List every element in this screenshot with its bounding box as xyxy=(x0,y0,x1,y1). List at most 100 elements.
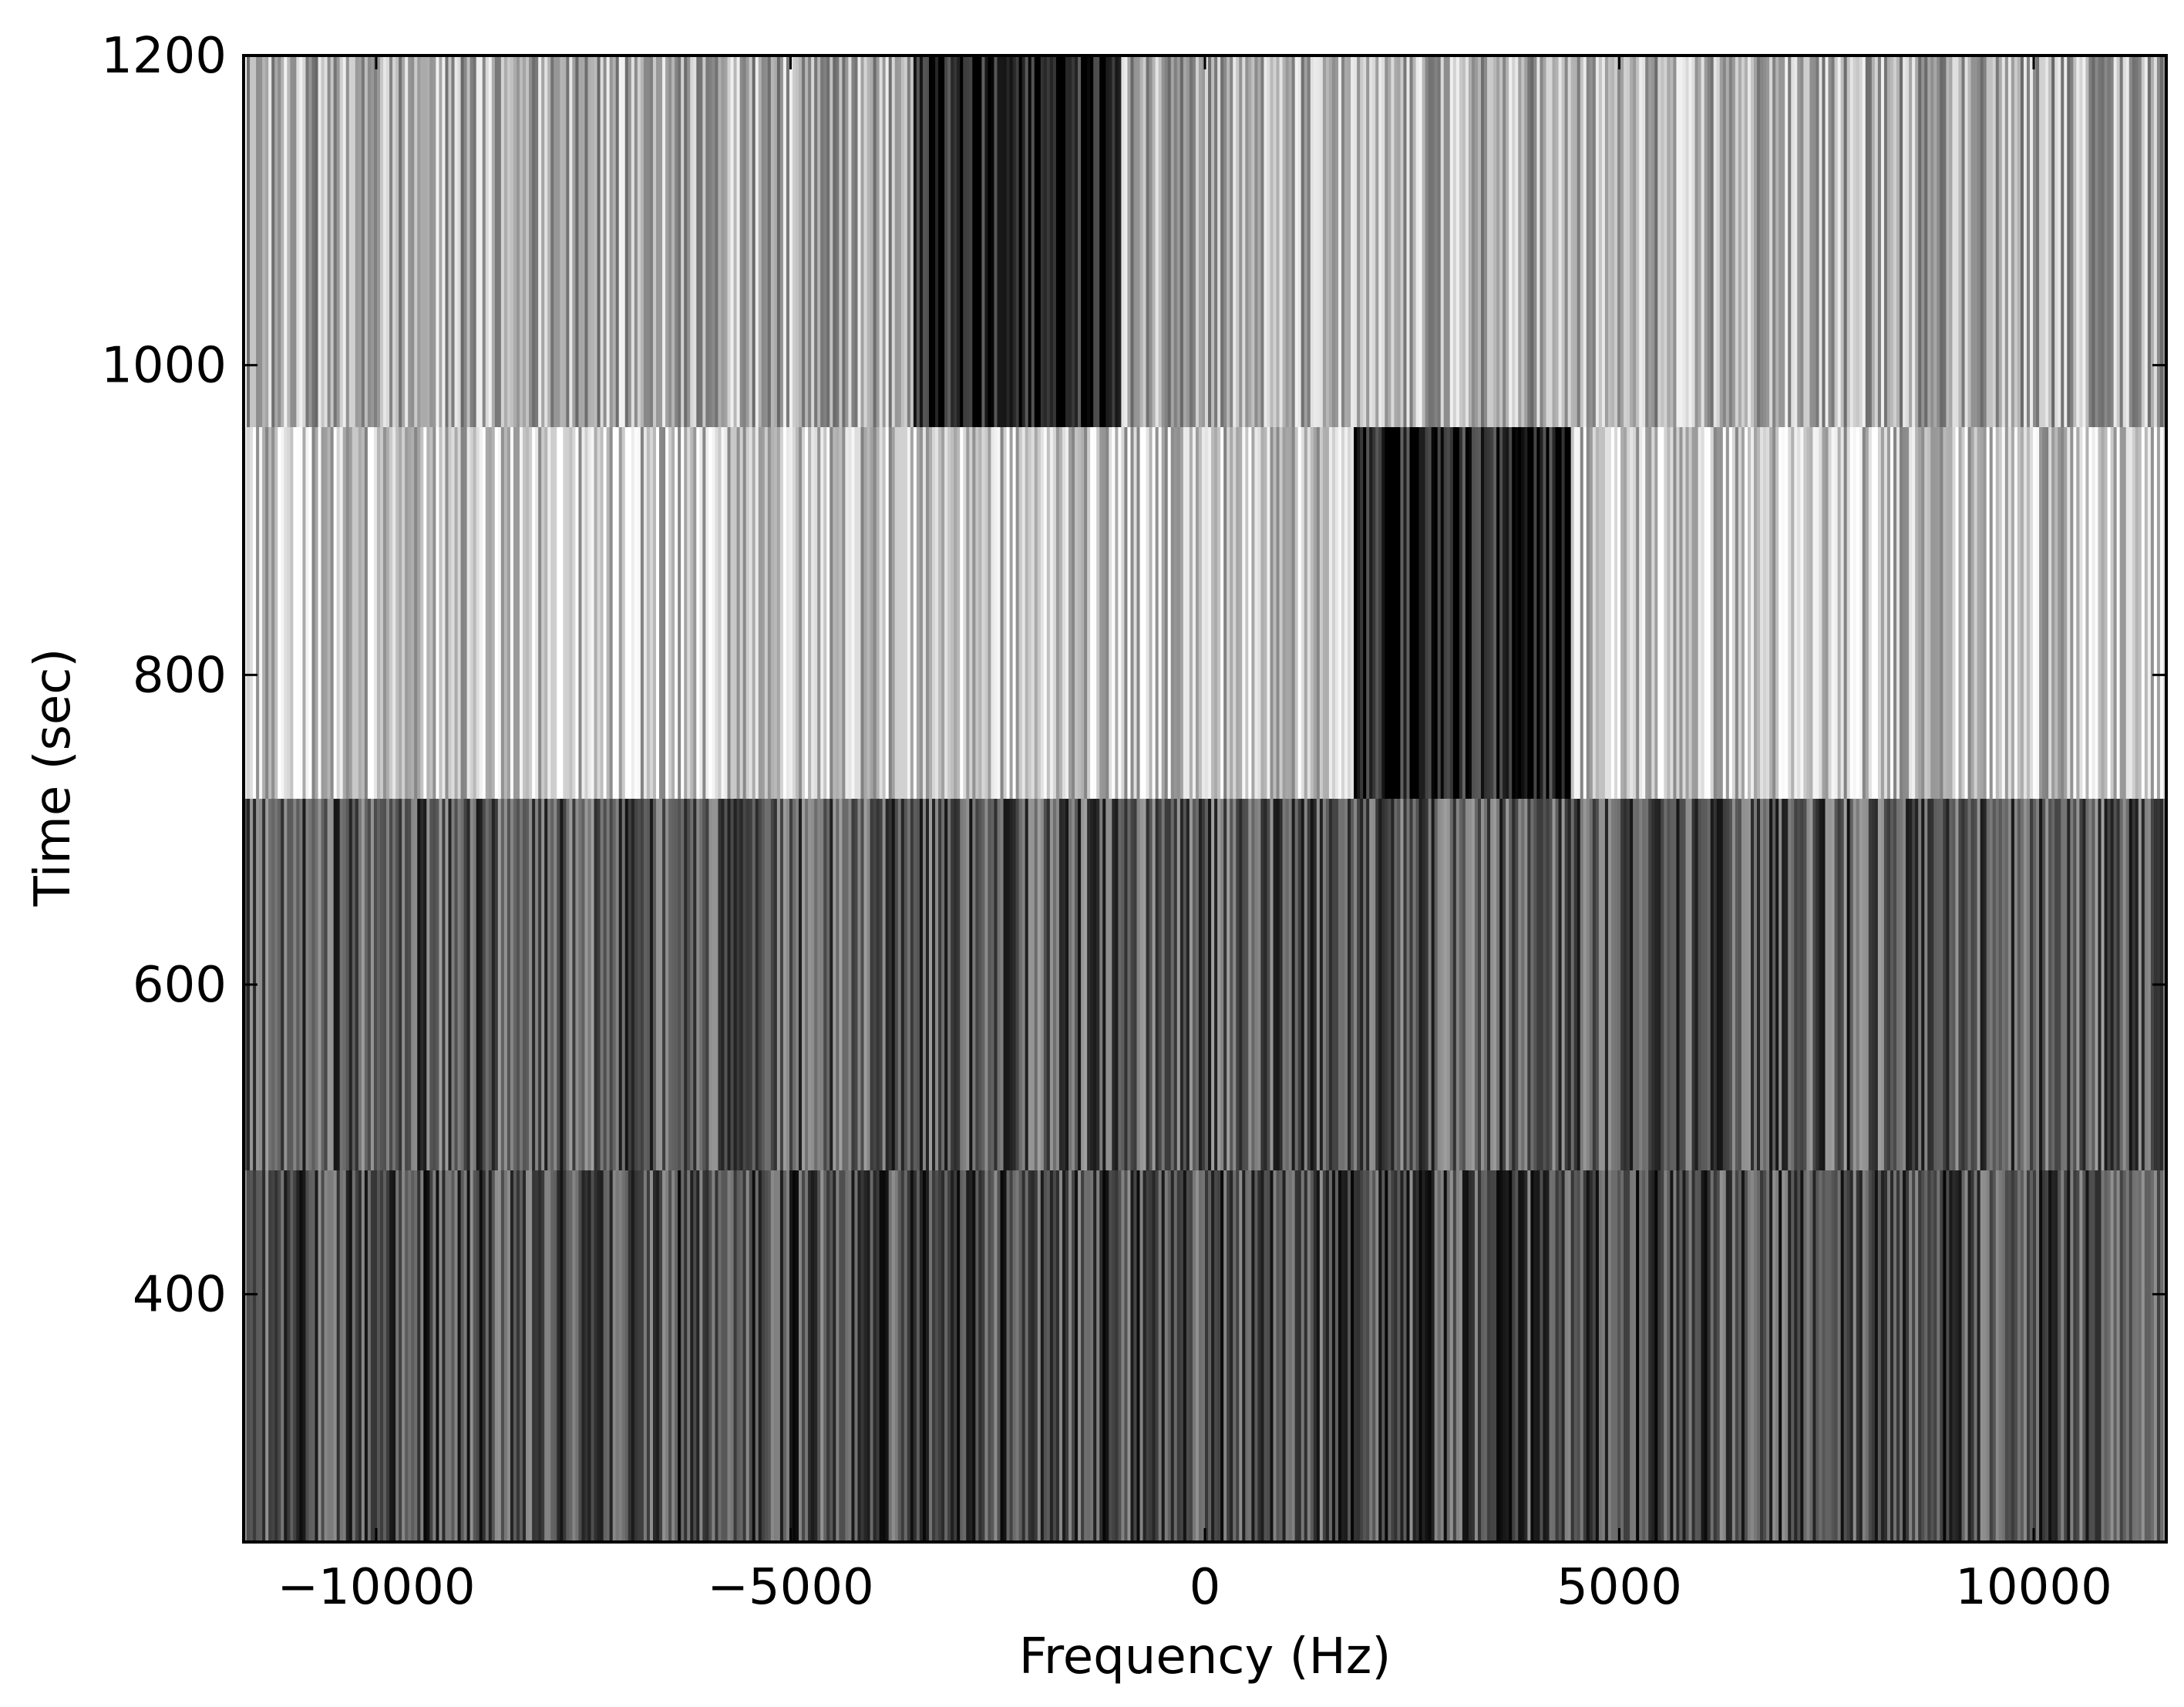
heatmap-cell xyxy=(1788,1170,1792,1542)
heatmap-cell xyxy=(904,799,908,1170)
heatmap-cell xyxy=(1831,799,1836,1170)
heatmap-cell xyxy=(693,799,697,1170)
heatmap-cell xyxy=(947,56,951,427)
heatmap-cell xyxy=(745,799,750,1170)
heatmap-cell xyxy=(1992,427,1997,799)
heatmap-cell xyxy=(445,799,449,1170)
heatmap-cell xyxy=(888,1170,893,1542)
heatmap-cell xyxy=(482,56,486,427)
heatmap-cell xyxy=(2039,1170,2043,1542)
heatmap-cell xyxy=(1958,56,1963,427)
heatmap-cell xyxy=(1670,427,1674,799)
heatmap-cell xyxy=(2058,56,2061,427)
heatmap-cell xyxy=(1583,1170,1587,1542)
heatmap-cell xyxy=(808,56,812,427)
heatmap-cell xyxy=(395,799,399,1170)
heatmap-cell xyxy=(1512,1170,1516,1542)
heatmap-cell xyxy=(466,427,471,799)
heatmap-cell xyxy=(2017,427,2021,799)
heatmap-cell xyxy=(1167,427,1172,799)
heatmap-cell xyxy=(1267,799,1271,1170)
heatmap-cell xyxy=(1800,427,1804,799)
heatmap-cell xyxy=(1533,56,1538,427)
heatmap-cell xyxy=(1518,1170,1522,1542)
heatmap-cell xyxy=(1440,799,1445,1170)
heatmap-cell xyxy=(1170,56,1175,427)
heatmap-cell xyxy=(767,799,772,1170)
heatmap-cell xyxy=(1307,427,1311,799)
heatmap-cell xyxy=(327,799,331,1170)
heatmap-cell xyxy=(476,799,480,1170)
heatmap-cell xyxy=(1468,56,1472,427)
heatmap-cell xyxy=(799,799,803,1170)
heatmap-cell xyxy=(693,427,697,799)
heatmap-cell xyxy=(1409,56,1414,427)
heatmap-cell xyxy=(1927,1170,1931,1542)
heatmap-cell xyxy=(1046,56,1051,427)
heatmap-cell xyxy=(1912,1170,1916,1542)
heatmap-cell xyxy=(736,1170,741,1542)
heatmap-cell xyxy=(1900,799,1903,1170)
heatmap-cell xyxy=(1915,56,1919,427)
heatmap-cell xyxy=(2110,1170,2115,1542)
heatmap-cell xyxy=(597,799,601,1170)
heatmap-cell xyxy=(1986,1170,1991,1542)
heatmap-cell xyxy=(1490,1170,1494,1542)
heatmap-cell xyxy=(1118,427,1122,799)
heatmap-cell xyxy=(618,427,623,799)
heatmap-cell xyxy=(1840,799,1845,1170)
heatmap-cell xyxy=(1496,1170,1500,1542)
heatmap-cell xyxy=(1251,1170,1255,1542)
heatmap-cell xyxy=(863,799,868,1170)
heatmap-cell xyxy=(652,1170,657,1542)
heatmap-cell xyxy=(311,1170,316,1542)
heatmap-cell xyxy=(268,1170,272,1542)
heatmap-cell xyxy=(1006,799,1011,1170)
heatmap-cell xyxy=(928,56,933,427)
heatmap-cell xyxy=(1614,56,1618,427)
heatmap-cell xyxy=(1974,56,1978,427)
heatmap-cell xyxy=(922,1170,927,1542)
heatmap-cell xyxy=(460,1170,465,1542)
heatmap-cell xyxy=(1564,799,1569,1170)
heatmap-cell xyxy=(451,799,456,1170)
heatmap-cell xyxy=(718,799,722,1170)
heatmap-cell xyxy=(1465,1170,1469,1542)
heatmap-cell xyxy=(873,56,877,427)
heatmap-cell xyxy=(1452,799,1457,1170)
heatmap-cell xyxy=(247,56,251,427)
heatmap-cell xyxy=(1797,1170,1801,1542)
heatmap-cell xyxy=(1806,56,1810,427)
heatmap-cell xyxy=(557,799,560,1170)
heatmap-cell xyxy=(2004,56,2009,427)
heatmap-cell xyxy=(1977,427,1981,799)
heatmap-cell xyxy=(1245,799,1249,1170)
heatmap-cell xyxy=(547,56,551,427)
heatmap-cell xyxy=(2147,1170,2152,1542)
heatmap-cell xyxy=(2110,56,2115,427)
heatmap-cell xyxy=(1099,427,1103,799)
heatmap-cell xyxy=(1713,56,1718,427)
heatmap-cell xyxy=(724,427,729,799)
heatmap-cell xyxy=(1394,427,1398,799)
heatmap-cell xyxy=(808,427,812,799)
heatmap-cell xyxy=(1102,799,1106,1170)
heatmap-cell xyxy=(678,427,681,799)
heatmap-cell xyxy=(900,427,905,799)
heatmap-cell xyxy=(1986,427,1991,799)
heatmap-cell xyxy=(1351,427,1354,799)
heatmap-cell xyxy=(634,427,638,799)
heatmap-cell xyxy=(820,56,824,427)
heatmap-cell xyxy=(957,56,961,427)
heatmap-cell xyxy=(932,56,936,427)
heatmap-cell xyxy=(476,427,480,799)
heatmap-cell xyxy=(932,427,936,799)
heatmap-cell xyxy=(1642,427,1646,799)
heatmap-cell xyxy=(1995,427,2000,799)
heatmap-cell xyxy=(336,1170,341,1542)
heatmap-cell xyxy=(389,799,393,1170)
heatmap-cell xyxy=(1744,1170,1748,1542)
heatmap-cell xyxy=(376,799,381,1170)
heatmap-cell xyxy=(2058,1170,2061,1542)
heatmap-cell xyxy=(799,427,803,799)
